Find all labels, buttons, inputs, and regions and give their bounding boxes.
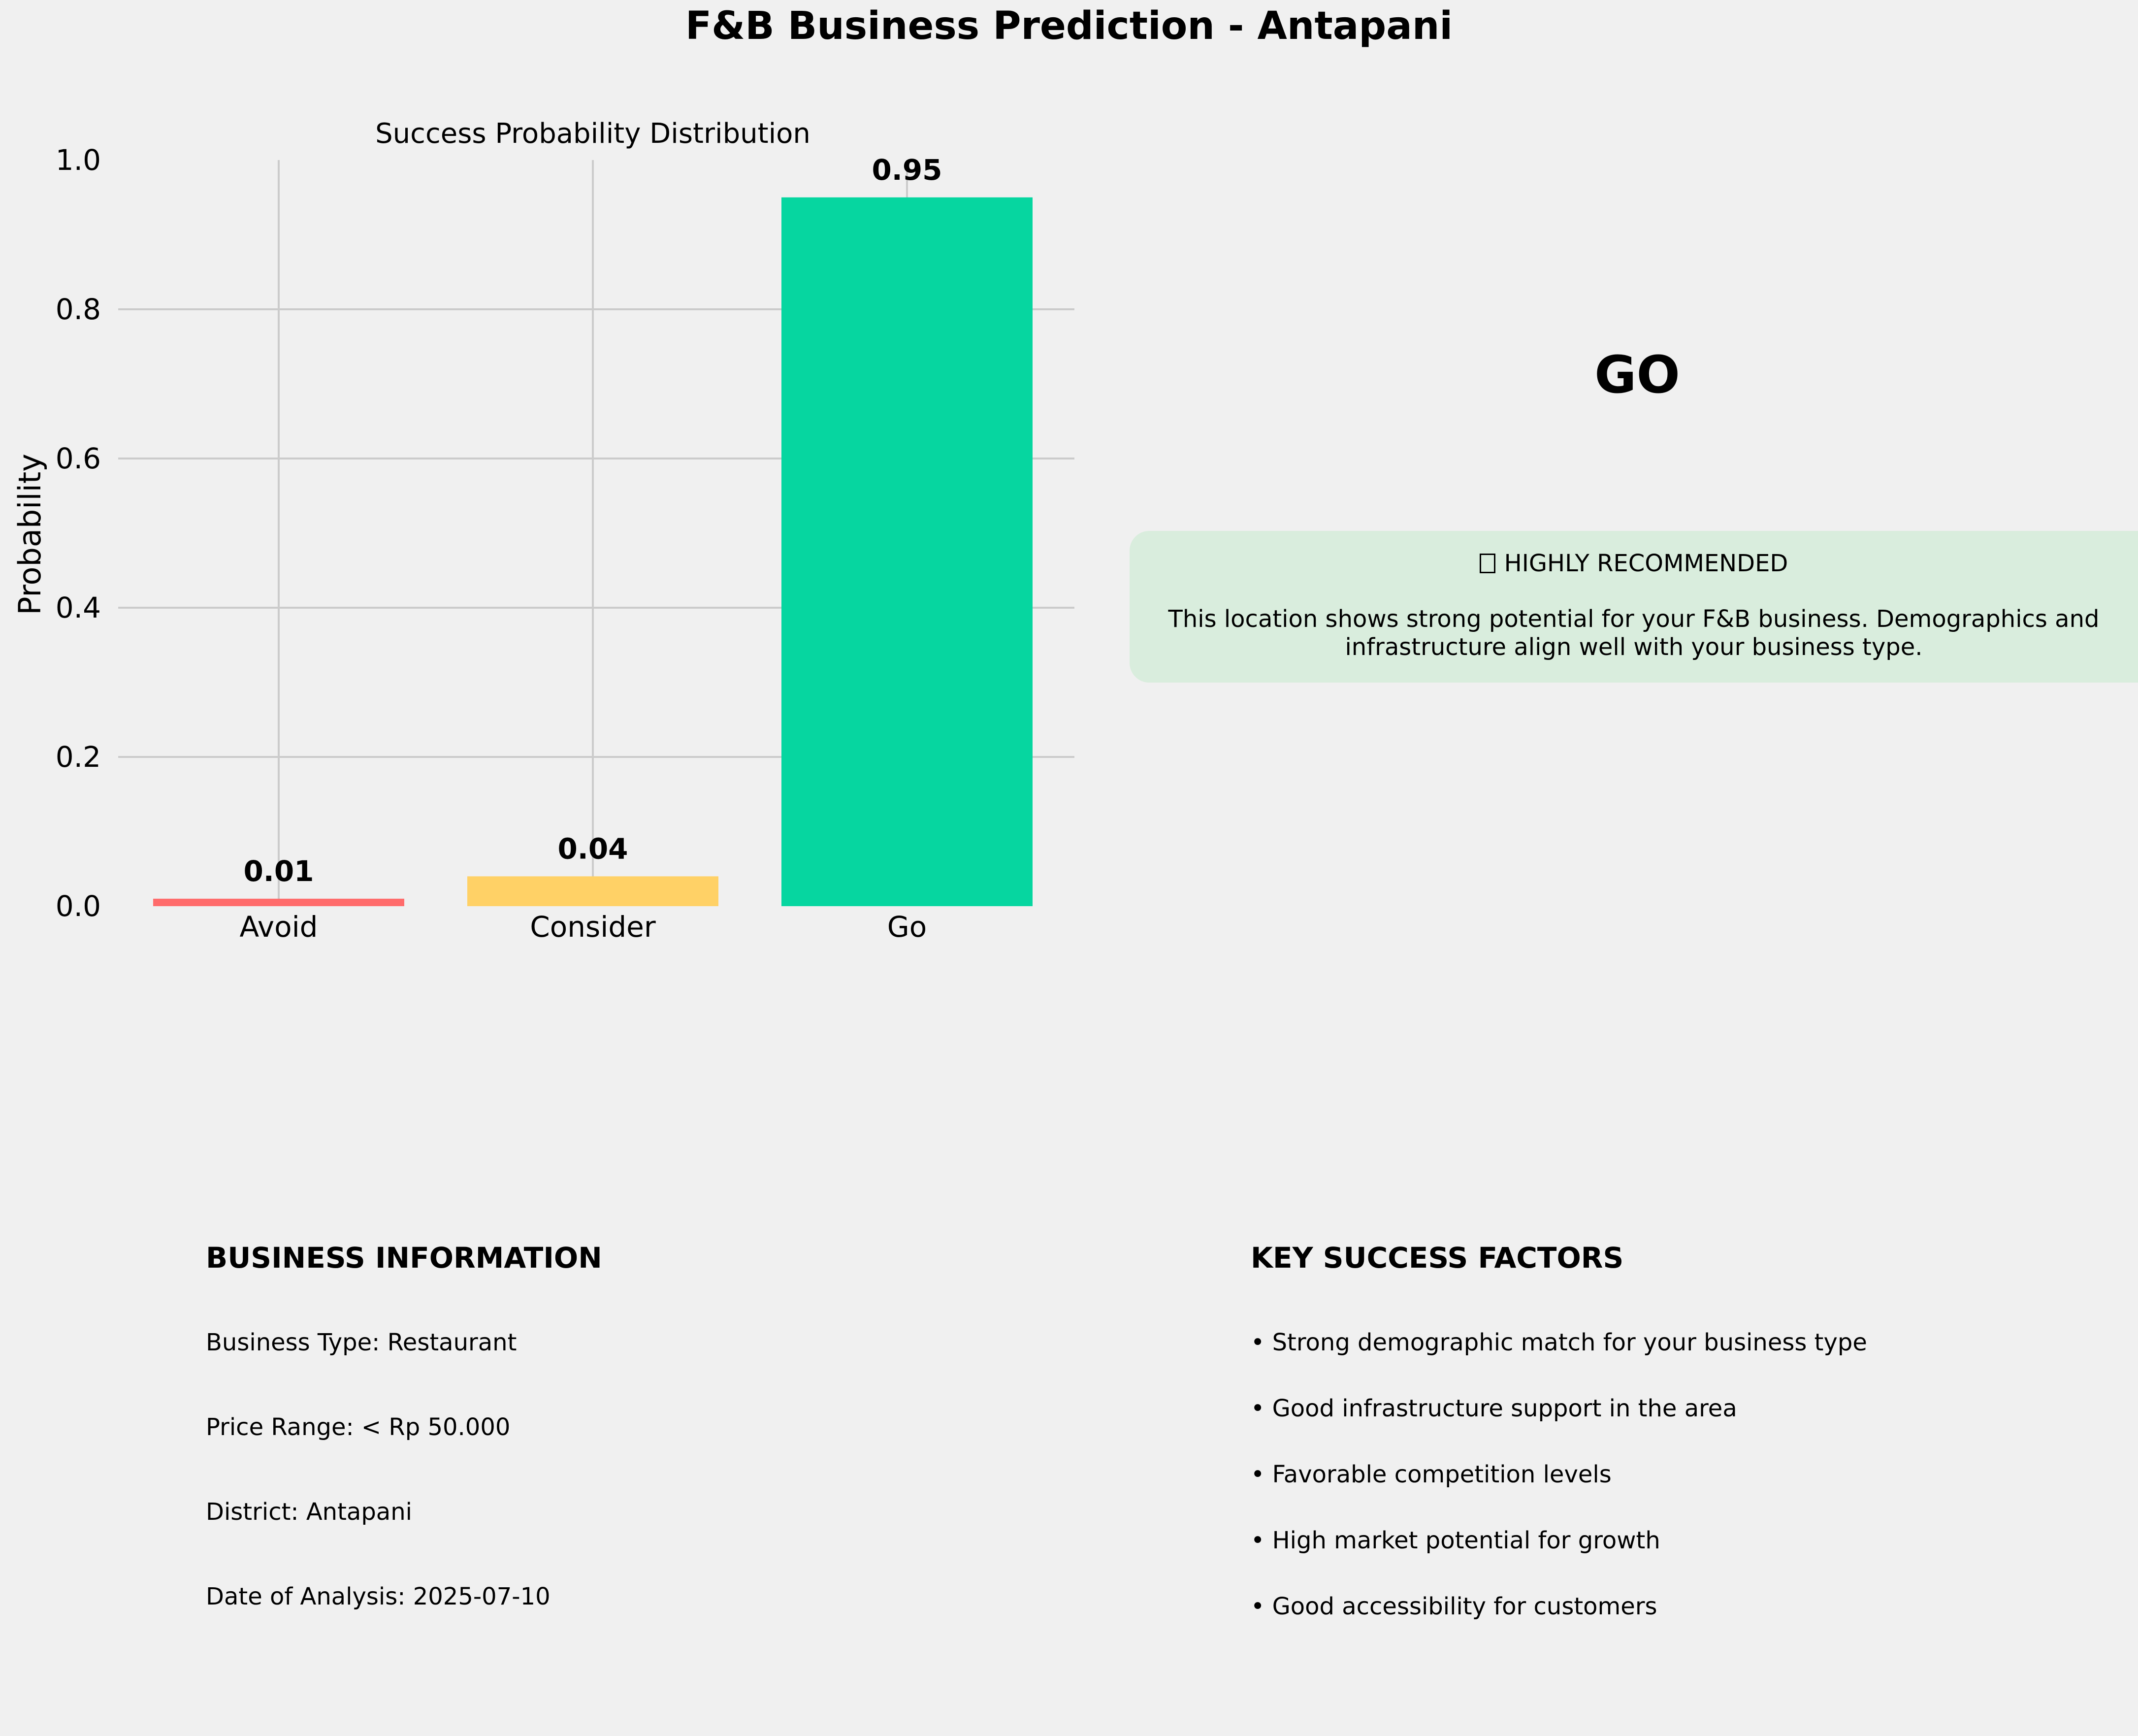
- y-tick-label: 0.4: [56, 591, 101, 624]
- x-tick-label: Consider: [530, 910, 656, 944]
- factor-item: • Favorable competition levels: [1251, 1461, 1612, 1488]
- y-tick-label: 0.8: [56, 293, 101, 326]
- figure-title: F&B Business Prediction - Antapani: [685, 4, 1453, 48]
- y-axis-label: Probability: [12, 454, 48, 615]
- business-information-title: BUSINESS INFORMATION: [206, 1241, 602, 1275]
- factor-item: • Good accessibility for customers: [1251, 1593, 1657, 1620]
- x-tick-label: Avoid: [239, 910, 318, 944]
- verdict-label: GO: [1594, 345, 1680, 405]
- factor-item: • Good infrastructure support in the are…: [1251, 1395, 1737, 1422]
- y-tick-label: 0.0: [56, 889, 101, 923]
- recommendation-line-2: infrastructure align well with your busi…: [1345, 633, 1923, 661]
- bar-go: [781, 197, 1033, 906]
- check-icon: [1479, 554, 1495, 573]
- value-label: 0.95: [872, 153, 942, 187]
- district-text: District: Antapani: [206, 1498, 412, 1526]
- recommendation-box: HIGHLY RECOMMENDED This location shows s…: [1130, 531, 2138, 683]
- key-success-factors-panel: KEY SUCCESS FACTORS • Strong demographic…: [1251, 1241, 1867, 1659]
- x-tick-label: Go: [887, 910, 927, 944]
- y-tick-label: 0.6: [56, 442, 101, 475]
- probability-bar-chart: 0.0 0.2 0.4 0.6 0.8 1.0 0.01 Avoid 0.04 Consider 0…: [12, 118, 1074, 944]
- business-type-text: Business Type: Restaurant: [206, 1329, 517, 1356]
- recommendation-text: This location shows strong potential for…: [1130, 605, 2138, 661]
- bar-consider: [467, 876, 718, 906]
- factor-item: • High market potential for growth: [1251, 1527, 1660, 1554]
- y-tick-label: 1.0: [56, 143, 101, 177]
- value-label: 0.01: [243, 854, 314, 888]
- chart-title: Success Probability Distribution: [375, 118, 810, 150]
- bar-avoid: [153, 898, 404, 906]
- recommendation-line-1: This location shows strong potential for…: [1168, 605, 2100, 633]
- value-label: 0.04: [557, 832, 628, 865]
- analysis-date-text: Date of Analysis: 2025-07-10: [206, 1583, 551, 1610]
- key-success-factors-title: KEY SUCCESS FACTORS: [1251, 1241, 1624, 1275]
- business-information-panel: BUSINESS INFORMATION Business Type: Rest…: [206, 1241, 602, 1668]
- factor-item: • Strong demographic match for your busi…: [1251, 1329, 1867, 1356]
- recommendation-heading: HIGHLY RECOMMENDED: [1130, 550, 2138, 578]
- recommendation-heading-text: HIGHLY RECOMMENDED: [1504, 550, 1788, 577]
- y-tick-label: 0.2: [56, 740, 101, 774]
- price-range-text: Price Range: < Rp 50.000: [206, 1413, 511, 1441]
